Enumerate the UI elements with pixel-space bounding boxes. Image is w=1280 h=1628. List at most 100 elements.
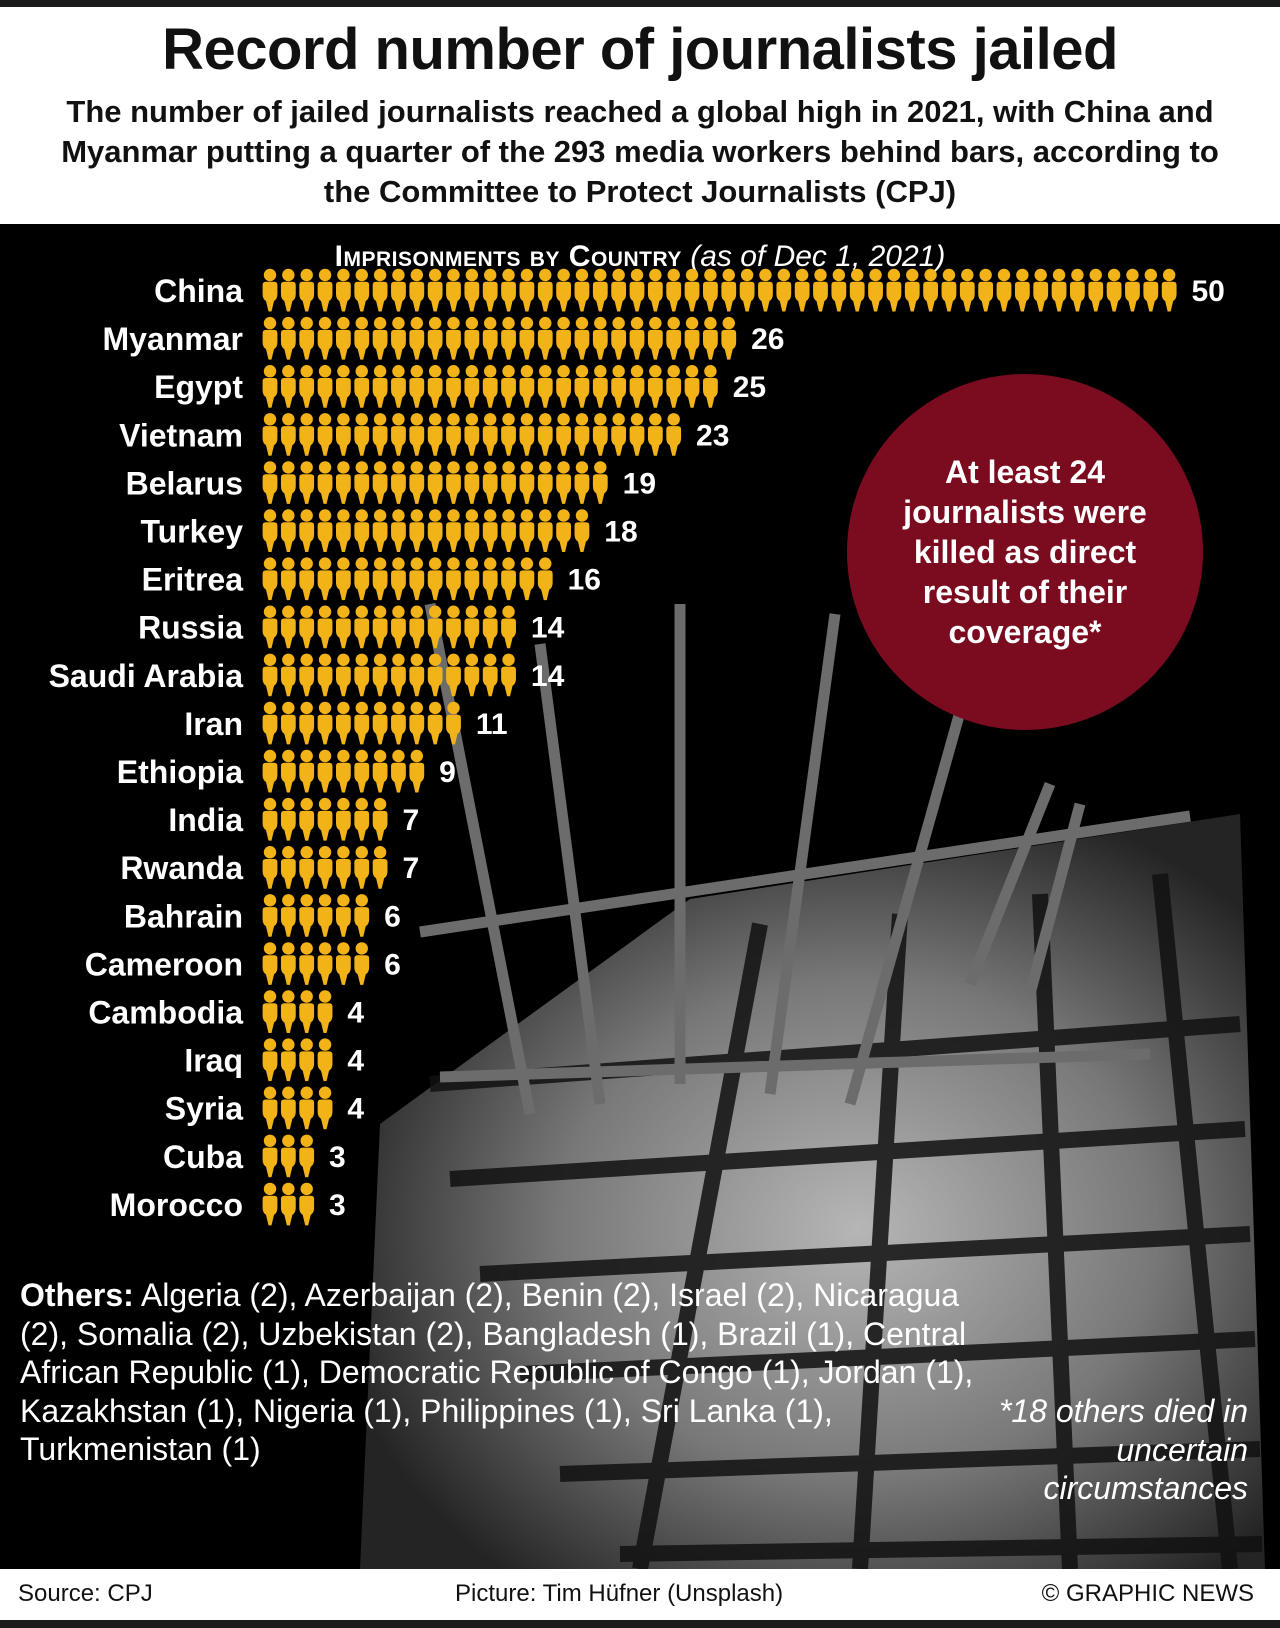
person-icon	[666, 413, 682, 456]
person-icon	[336, 749, 351, 793]
person-icon	[354, 846, 370, 889]
killed-journalists-callout: At least 24 journalists were killed as d…	[847, 374, 1203, 730]
person-icon	[354, 894, 370, 937]
person-icon	[923, 268, 938, 312]
person-icon	[317, 365, 333, 408]
bar-row: Eritrea 16	[142, 557, 601, 601]
person-icon	[299, 557, 315, 601]
person-icon	[519, 557, 535, 601]
value-label: 14	[531, 612, 565, 645]
person-icon	[446, 605, 461, 649]
person-icon	[647, 413, 663, 456]
person-icon	[317, 990, 333, 1033]
person-icon	[574, 316, 590, 360]
bar-row: Ethiopia 9	[117, 749, 456, 793]
person-icon	[336, 365, 351, 408]
person-icon	[721, 316, 737, 360]
pictogram-bar	[262, 1038, 333, 1082]
person-icon	[280, 797, 296, 841]
person-icon	[1051, 268, 1067, 312]
value-label: 50	[1192, 275, 1225, 308]
value-label: 3	[329, 1141, 346, 1174]
value-label: 16	[568, 564, 601, 597]
bar-row: Belarus 19	[126, 461, 656, 504]
person-icon	[317, 942, 333, 985]
person-icon	[372, 413, 388, 456]
person-icon	[317, 749, 333, 793]
person-icon	[317, 509, 333, 552]
bottom-rule	[0, 1620, 1280, 1628]
person-icon	[886, 268, 902, 312]
pictogram-bar	[262, 942, 370, 985]
value-label: 4	[347, 997, 364, 1030]
others-list: Others: Algeria (2), Azerbaijan (2), Ben…	[20, 1276, 980, 1469]
person-icon	[372, 509, 388, 552]
person-icon	[409, 509, 425, 552]
person-icon	[354, 268, 370, 312]
person-icon	[592, 365, 608, 408]
person-icon	[409, 749, 425, 793]
pictogram-bar	[262, 365, 718, 408]
person-icon	[446, 365, 461, 408]
value-label: 25	[733, 371, 766, 404]
person-icon	[317, 701, 333, 745]
person-icon	[666, 268, 682, 312]
person-icon	[280, 316, 296, 360]
others-text: Algeria (2), Azerbaijan (2), Benin (2), …	[20, 1277, 974, 1467]
pictogram-bar	[262, 557, 553, 601]
person-icon	[262, 268, 278, 312]
pictogram-bar	[262, 894, 370, 937]
person-icon	[299, 701, 315, 745]
person-icon	[446, 557, 461, 601]
bar-row: Cameroon 6	[85, 942, 401, 985]
person-icon	[262, 461, 278, 504]
person-icon	[391, 413, 406, 456]
country-label: Turkey	[140, 514, 243, 550]
person-icon	[317, 894, 333, 937]
person-icon	[996, 268, 1012, 312]
person-icon	[391, 701, 406, 745]
person-icon	[299, 509, 315, 552]
person-icon	[501, 653, 516, 697]
person-icon	[299, 461, 315, 504]
person-icon	[317, 846, 333, 889]
bar-shadows	[429, 873, 1263, 1569]
person-icon	[391, 605, 406, 649]
bar-row: Iran 11	[184, 701, 508, 745]
value-label: 7	[402, 852, 419, 885]
pictogram-bar	[262, 797, 388, 841]
person-icon	[978, 268, 994, 312]
person-icon	[336, 509, 351, 552]
person-icon	[868, 268, 883, 312]
person-icon	[372, 316, 388, 360]
value-label: 19	[623, 467, 656, 500]
person-icon	[391, 461, 406, 504]
person-icon	[666, 316, 682, 360]
person-icon	[262, 846, 278, 889]
person-icon	[1088, 268, 1104, 312]
person-icon	[446, 653, 461, 697]
person-icon	[280, 1134, 296, 1178]
person-icon	[354, 797, 370, 841]
person-icon	[299, 365, 315, 408]
person-icon	[336, 894, 351, 937]
bar-row: Egypt 25	[154, 365, 766, 408]
person-icon	[336, 268, 351, 312]
person-icon	[592, 461, 608, 504]
person-icon	[391, 509, 406, 552]
person-icon	[666, 365, 682, 408]
prison-bars	[419, 602, 1191, 1116]
person-icon	[941, 268, 957, 312]
person-icon	[372, 461, 388, 504]
bar-row: China 50	[154, 268, 1225, 312]
person-icon	[354, 413, 370, 456]
person-icon	[482, 509, 498, 552]
person-icon	[629, 365, 645, 408]
person-icon	[501, 509, 516, 552]
bar-row: Cambodia 4	[88, 990, 364, 1033]
person-icon	[317, 1038, 333, 1082]
value-label: 3	[329, 1189, 346, 1222]
person-icon	[280, 942, 296, 985]
person-icon	[574, 365, 590, 408]
person-icon	[336, 942, 351, 985]
